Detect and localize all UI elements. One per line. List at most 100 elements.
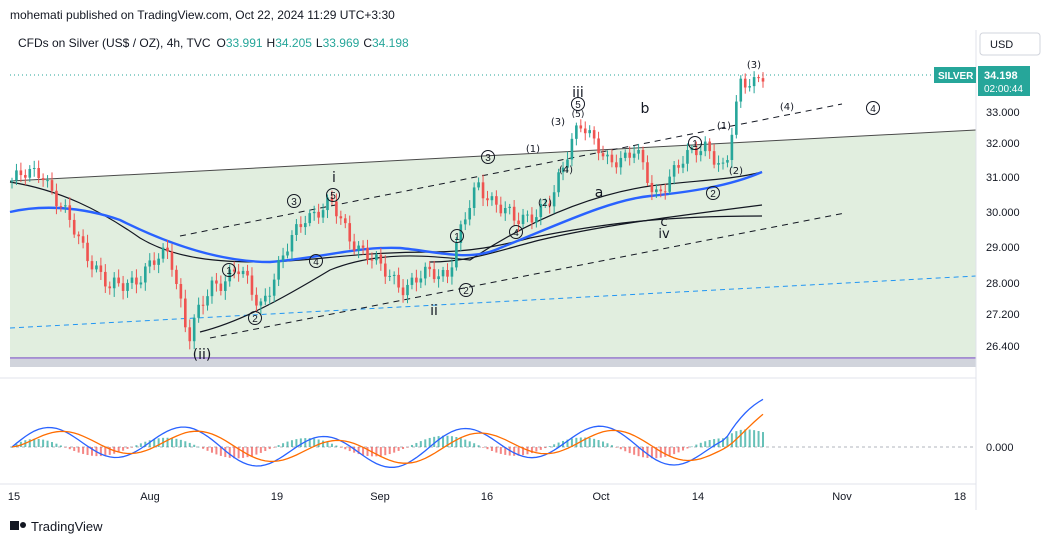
candle [615,154,618,174]
symbol-name: CFDs on Silver (US$ / OZ), 4h, TVC [18,36,211,50]
candle [15,163,18,185]
candle [588,125,591,138]
candle-body [135,277,138,285]
candle [437,269,440,288]
candle [761,72,765,88]
macd-hist-bar [184,441,187,447]
price-tick-label: 30.000 [986,207,1020,219]
wave-label: b [641,101,650,117]
candle [543,198,547,208]
candle [752,71,756,94]
candle-body [575,125,578,139]
candle [41,173,45,187]
ohlc-low-label: L [316,36,323,50]
candle-body [272,279,276,296]
macd-hist-bar [588,438,591,447]
macd-hist-bar [46,440,49,447]
macd-hist-bar [73,447,76,451]
candle [126,279,129,298]
wave-label: (3) [747,60,761,71]
macd-hist-bar [530,447,533,454]
macd-hist-bar [615,447,618,448]
candle-body [28,168,32,178]
macd-hist-bar [344,447,347,450]
macd-hist-bar [388,447,391,455]
candle-body [455,242,458,268]
candle [535,209,538,228]
candle [348,215,352,250]
time-tick-label: Aug [140,491,160,503]
candle [477,177,480,191]
ohlc-close-label: C [363,36,372,50]
macd-hist-bar [130,447,133,448]
wave-circle-ring [309,254,323,268]
candle-body [10,180,14,182]
candle [508,203,512,215]
candle [192,314,196,350]
candle [566,151,569,172]
wave-circle: 3 [287,194,301,208]
macd-hist-bar [68,447,71,450]
tradingview-logo[interactable]: TradingView [10,519,103,534]
currency-box[interactable] [979,32,1041,56]
price-tick-label: 28.000 [986,278,1020,290]
macd-hist-bar [726,436,729,447]
candle [72,213,76,238]
candle [637,143,640,160]
candle [255,287,258,313]
macd-hist-bar [304,438,307,447]
candle [521,208,525,228]
macd-hist-bar [637,447,640,457]
time-axis[interactable]: 15 Aug 19 Sep 16 Oct 14 Nov 18 [8,491,966,503]
candle [570,133,574,167]
symbol-title[interactable]: CFDs on Silver (US$ / OZ), 4h, TVC O33.99… [18,36,409,50]
wave-label: (1) [717,121,731,132]
candle [121,275,125,300]
macd-hist-bar [410,444,413,447]
candle [144,263,147,291]
macd-hist-bar [170,438,173,447]
candle-body [726,160,729,163]
macd-hist-bar [570,438,573,447]
macd-hist-bar [668,447,671,456]
candle-body [210,280,214,297]
candle-body [757,77,760,79]
wave-label: (2) [729,166,743,177]
wave-circle-number: 2 [252,314,258,325]
macd-hist-bar [90,447,93,456]
candle [383,255,387,284]
oscillator-pane[interactable] [11,398,764,468]
candle [757,74,760,83]
candle-body [290,234,294,252]
candle [379,247,383,271]
macd-hist-bar [277,445,280,447]
candle [490,192,494,206]
macd-hist-bar [366,447,369,456]
candle-body [397,274,400,288]
macd-hist-bar [575,437,578,447]
macd-hist-bar [237,447,240,459]
candle [655,184,658,199]
candle-body [55,190,58,207]
macd-hist-bar [148,440,151,447]
candle-body [557,172,560,193]
candle [441,266,445,282]
candle-body [255,294,258,306]
macd-hist-bar [739,429,742,447]
candle-body [463,219,467,225]
time-tick-label: 14 [692,491,704,503]
candle-body [192,317,196,342]
macd-hist-bar [699,442,702,447]
candle [695,141,698,163]
candle-body [468,207,472,220]
macd-hist-bar [468,441,471,447]
time-tick-label: 15 [8,491,20,503]
wave-circle-number: 1 [692,139,698,150]
channel-top-line [9,129,977,182]
macd-hist-bar [437,436,440,447]
wave-circle-number: 2 [710,189,716,200]
candle [268,286,272,305]
macd-hist-bar [664,447,667,457]
price-axis[interactable]: 33.000 32.000 31.000 30.000 29.000 28.000 27.2… [986,107,1020,353]
